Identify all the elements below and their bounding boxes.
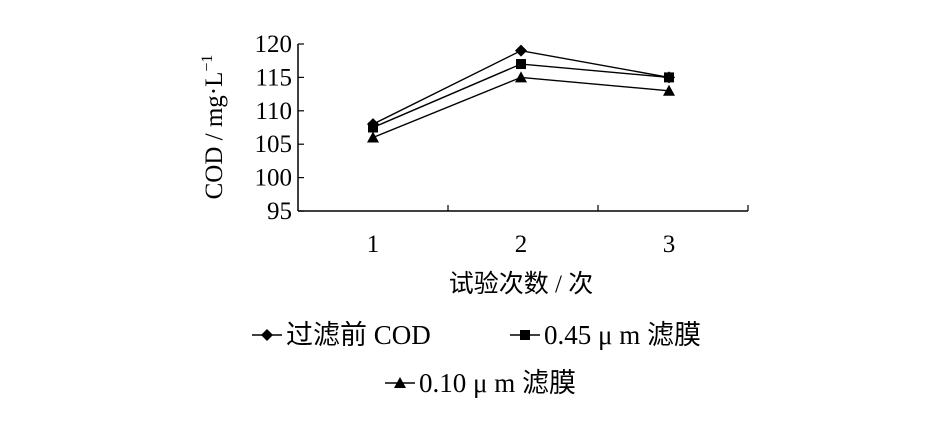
y-tick-label: 100 (255, 165, 293, 192)
y-ticks: 95 100 105 110 115 120 (255, 31, 304, 225)
legend-marker (261, 329, 273, 341)
y-tick-label: 120 (255, 31, 293, 58)
data-point (368, 122, 378, 133)
y-tick-label: 115 (255, 64, 292, 91)
legend-marker (520, 330, 530, 340)
x-tick-label: 2 (515, 231, 528, 258)
legend-item-2: 0.45 μ m 滤膜 (510, 320, 701, 350)
y-axis-title-main: COD / mg·L (201, 72, 228, 200)
x-tick-label: 3 (663, 231, 676, 258)
legend-label: 0.45 μ m 滤膜 (544, 320, 701, 350)
y-axis-title: COD / mg·L−1 (199, 55, 228, 200)
data-point (516, 59, 526, 70)
data-point (663, 84, 675, 96)
axes (297, 44, 748, 212)
data-point (515, 44, 527, 57)
svg-text:COD / mg·L−1: COD / mg·L−1 (199, 55, 228, 200)
legend-marker (394, 377, 406, 388)
plot-area (367, 44, 675, 143)
x-axis-title: 试验次数 / 次 (449, 270, 593, 298)
x-tick-label: 1 (367, 231, 380, 258)
series-line (372, 76, 670, 139)
y-tick-label: 105 (255, 131, 293, 158)
y-tick-label: 95 (267, 198, 292, 225)
series-3 (367, 71, 675, 143)
data-point (515, 71, 527, 83)
x-ticks: 1 2 3 (367, 205, 749, 258)
legend-label: 0.10 μ m 滤膜 (419, 368, 576, 398)
series-2 (368, 59, 674, 133)
legend-item-3: 0.10 μ m 滤膜 (385, 368, 576, 398)
y-axis-title-superscript: −1 (199, 55, 216, 72)
y-tick-label: 110 (255, 98, 292, 125)
legend-item-1: 过滤前 COD (252, 320, 431, 350)
legend: 过滤前 COD 0.45 μ m 滤膜 0.10 μ m 滤膜 (252, 320, 701, 398)
data-point (664, 72, 674, 83)
legend-label: 过滤前 COD (286, 320, 431, 350)
data-point (367, 131, 379, 143)
